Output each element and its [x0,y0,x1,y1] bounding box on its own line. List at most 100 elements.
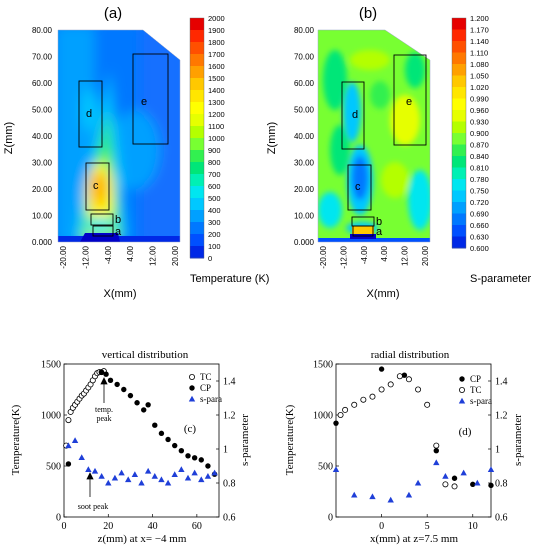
legend-label: CP [200,383,211,393]
y-tick-label: 80.00 [32,26,53,35]
s-para-point [151,473,158,479]
x-tick-label: -20.00 [59,245,68,268]
colorbar-swatch [190,102,204,115]
chart-c-xlabel: z(mm) at x= −4 mm [98,533,187,545]
panel-a-x-ticks: -20.00 -12.00 -4.00 4.00 12.00 20.00 [59,245,180,268]
y-tick-label: 40.00 [32,132,53,141]
chart-d-axes: 0 5 10 0 500 1000 1500 0.6 0.8 1 1.2 1.4 [313,360,508,533]
colorbar-tick-label: 0.720 [470,198,489,207]
s-para-point [65,442,72,449]
s-para-point [188,395,196,402]
cp-point [121,386,127,393]
colorbar-swatch [190,138,204,151]
colorbar-tick-label: 1700 [208,50,225,59]
chart-c-vertical-distribution: vertical distribution 0 20 40 60 0 500 1000 150… [10,349,251,545]
temperature-field [58,30,180,242]
s-para-point [171,471,178,478]
s-para-point [198,476,205,483]
tc-point [337,411,344,418]
chart-c-marks [63,368,218,486]
colorbar-tick-label: 0.750 [470,187,489,196]
colorbar-swatch [452,202,466,214]
legend-label: TC [470,385,482,395]
chart-c-annotation-soot-peak: soot peak [78,502,108,511]
box-e-label: e [141,96,147,108]
colorbar-tick-label: 0.600 [470,244,489,253]
chart-d-ylabel: Temperature(K) [284,404,296,475]
cp-point [172,442,178,449]
colorbar-tick-label: 0 [208,254,212,263]
colorbar-swatch [452,133,466,145]
tc-point [351,401,358,408]
tc-point [188,373,195,380]
tc-point [451,483,458,490]
s-para-point [111,474,119,481]
box-c-label: c [93,180,99,192]
colorbar-tick-label: 1800 [208,38,225,47]
y2-tick-label: 0.6 [223,513,236,524]
tc-point [342,406,349,413]
colorbar-tick-label: 400 [208,206,221,215]
box-e [132,53,169,145]
y-tick-label: 60.00 [294,79,315,88]
cp-point [158,430,165,437]
colorbar-tick-label: 1.200 [470,14,489,23]
s-para-point [85,466,92,472]
colorbar-swatch [452,110,466,122]
panel-b-y-ticks: 0.000 10.00 20.00 30.00 40.00 50.00 60.00 70.00… [294,26,315,247]
panel-a-boxes [78,53,169,237]
x-tick-label: -12.00 [339,245,348,268]
y2-tick-label: 1 [223,445,228,456]
panel-b-boxes [341,54,427,237]
cp-point [65,461,72,467]
s-para-point [125,476,132,483]
tc-point [405,376,412,383]
chart-d-y2label: s-parameter [512,414,524,466]
x-tick-label: 12.00 [149,245,158,266]
colorbar-swatch [190,162,204,175]
y-tick-label: 1000 [41,411,61,422]
soot-peak-arrowhead [86,472,94,480]
cp-point [145,402,151,408]
box-b-e-label: e [406,96,412,108]
tc-point [415,386,422,393]
s-para-point [164,479,172,486]
chart-c-annotation-temp: temp. [95,405,113,414]
y-tick-label: 1500 [313,360,333,371]
s-para-point [369,493,376,500]
y-tick-label: 1500 [41,360,61,371]
chart-d-marks [332,366,495,503]
y-tick-label: 80.00 [294,26,315,35]
s-para-point [460,469,467,476]
legend-label: TC [200,372,212,382]
cp-point [185,453,191,459]
colorbar-tick-label: 0.660 [470,221,489,230]
s-para-point [211,469,218,476]
tc-point [378,386,385,393]
box-c [85,162,110,211]
colorbar-swatch [190,246,204,259]
colorbar-tick-label: 0.870 [470,141,489,150]
colorbar-tick-label: 1.140 [470,37,489,46]
box-d-label: d [86,108,92,120]
cp-point [127,392,134,399]
colorbar-swatch [452,225,466,237]
cp-point [378,366,385,372]
temperature-colorbar: 2000190018001700160015001400130012001100… [189,14,225,263]
colorbar-tick-label: 700 [208,170,221,179]
y-tick-label: 10.00 [294,212,315,221]
box-b-b [351,216,375,227]
x-tick-label: -20.00 [319,245,328,268]
chart-c-plot-area [63,363,220,518]
box-b-b-label: b [376,216,382,228]
s-parameter-field [318,30,430,242]
cp-point [191,455,198,461]
colorbar-tick-label: 1600 [208,62,225,71]
s-para-point [118,469,125,476]
chart-d-xlabel: x(mm) at z=7.5 mm [370,533,459,545]
panel-b-label: (b) [359,5,377,22]
y2-tick-label: 0.8 [495,479,508,490]
y2-tick-label: 1.2 [495,411,508,422]
colorbar-swatch [452,98,466,111]
